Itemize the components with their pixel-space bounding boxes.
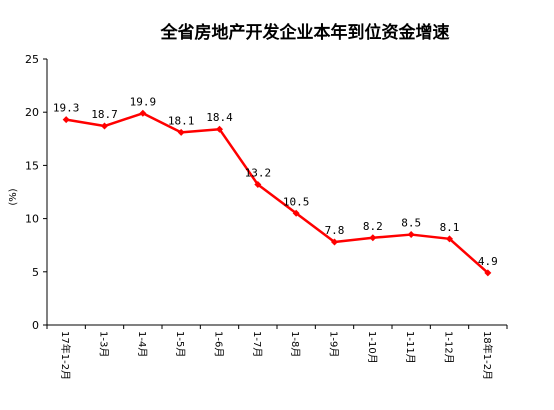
data-label: 18.4 bbox=[206, 111, 233, 124]
data-point-marker bbox=[484, 269, 492, 277]
axes: 0 5 10 15 20 25 17年1-2月 1-3月 1-4月 1-5月 1-6月 1-7月 1-8… bbox=[25, 53, 508, 380]
data-point-marker bbox=[331, 238, 338, 246]
data-label: 10.5 bbox=[283, 195, 310, 208]
y-tick-label: 5 bbox=[32, 266, 39, 279]
x-tick-label: 1-9月 bbox=[328, 331, 340, 357]
data-label: 19.9 bbox=[130, 95, 157, 108]
data-label: 4.9 bbox=[478, 255, 498, 268]
series-layer: 19.3 18.7 19.9 18.1 18.4 13.2 10.5 7.8 8.2 8.5 8.1… bbox=[53, 95, 498, 277]
data-point-marker bbox=[369, 234, 377, 242]
x-tick-label: 1-7月 bbox=[251, 331, 263, 357]
x-tick-label: 1-4月 bbox=[136, 331, 148, 357]
y-tick-label: 25 bbox=[25, 53, 39, 66]
data-point-marker bbox=[62, 116, 70, 124]
x-tick-label: 17年1-2月 bbox=[59, 331, 72, 380]
data-label: 18.7 bbox=[91, 108, 118, 121]
y-tick-label: 20 bbox=[25, 106, 39, 119]
data-label: 8.1 bbox=[440, 221, 460, 234]
data-label: 7.8 bbox=[325, 224, 345, 237]
x-tick-label: 1-3月 bbox=[98, 331, 110, 357]
data-point-marker bbox=[139, 109, 147, 117]
y-axis-label: (%) bbox=[8, 188, 19, 205]
x-tick-label: 1-11月 bbox=[404, 331, 416, 364]
x-tick-label: 1-5月 bbox=[174, 331, 186, 357]
x-tick-label: 18年1-2月 bbox=[481, 331, 494, 380]
data-point-marker bbox=[407, 231, 415, 239]
chart-title: 全省房地产开发企业本年到位资金增速 bbox=[160, 22, 450, 43]
data-label: 8.5 bbox=[401, 217, 421, 230]
y-tick-label: 0 bbox=[32, 319, 39, 332]
data-point-marker bbox=[101, 122, 108, 130]
data-label: 19.3 bbox=[53, 102, 80, 115]
data-label: 8.2 bbox=[363, 220, 383, 233]
x-tick-label: 1-6月 bbox=[213, 331, 225, 357]
data-label: 13.2 bbox=[245, 167, 272, 180]
y-tick-label: 10 bbox=[25, 213, 39, 226]
data-point-marker bbox=[254, 181, 262, 189]
series-line bbox=[65, 112, 489, 274]
y-tick-label: 15 bbox=[25, 159, 39, 172]
data-point-marker bbox=[177, 128, 185, 136]
x-tick-label: 1-12月 bbox=[443, 331, 455, 364]
x-tick-label: 1-8月 bbox=[289, 331, 301, 357]
data-label: 18.1 bbox=[168, 114, 195, 127]
x-tick-label: 1-10月 bbox=[366, 331, 378, 364]
data-point-marker bbox=[216, 125, 223, 133]
data-point-marker bbox=[292, 209, 300, 217]
data-point-marker bbox=[446, 235, 453, 243]
